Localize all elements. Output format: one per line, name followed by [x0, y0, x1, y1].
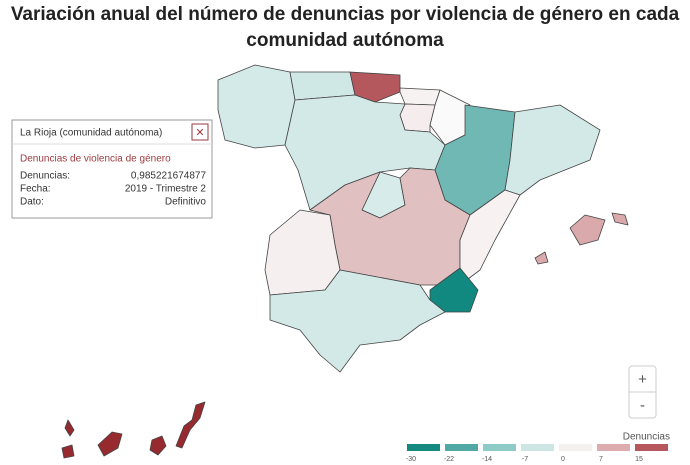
- region[interactable]: [217, 64, 296, 149]
- region[interactable]: [264, 209, 341, 296]
- tooltip-value: 0,985221674877: [131, 171, 207, 182]
- region[interactable]: [459, 189, 521, 286]
- legend-swatch: [635, 444, 668, 451]
- zoom-in[interactable]: +: [638, 371, 647, 388]
- legend-swatch: [483, 444, 516, 451]
- region[interactable]: [64, 419, 75, 437]
- tooltip: La Rioja (comunidad autónoma) ✕ Denuncia…: [11, 119, 213, 219]
- tooltip-label: Fecha:: [20, 184, 51, 195]
- tooltip-value: Definitivo: [165, 197, 207, 208]
- legend-swatch: [445, 444, 478, 451]
- region[interactable]: [569, 214, 606, 246]
- region[interactable]: [399, 103, 436, 133]
- legend-tick-label: -30: [406, 456, 416, 463]
- legend-title: Denuncias: [623, 432, 670, 443]
- close-icon[interactable]: ✕: [195, 127, 204, 139]
- close-button[interactable]: [191, 123, 209, 141]
- legend-tick-label: -7: [522, 456, 528, 463]
- region[interactable]: [504, 104, 601, 196]
- legend-tick-label: 15: [635, 456, 643, 463]
- legend-swatch: [559, 444, 592, 451]
- region[interactable]: [349, 71, 401, 103]
- zoom-controls: + -: [628, 365, 657, 419]
- tooltip-box: [11, 119, 213, 219]
- legend-tick-label: 0: [561, 456, 565, 463]
- legend-tick-label: -22: [444, 456, 454, 463]
- region[interactable]: [534, 251, 549, 265]
- tooltip-label: Denuncias:: [20, 171, 70, 182]
- legend-tick-label: -14: [482, 456, 492, 463]
- tooltip-subtitle: Denuncias de violencia de género: [20, 154, 171, 165]
- legend-swatch: [407, 444, 440, 451]
- zoom-out[interactable]: -: [640, 397, 645, 414]
- tooltip-label: Dato:: [20, 197, 44, 208]
- tooltip-title: La Rioja (comunidad autónoma): [20, 128, 162, 139]
- region[interactable]: [269, 269, 446, 373]
- region[interactable]: [61, 444, 75, 459]
- title: Variación anual del número de denuncias …: [10, 4, 680, 51]
- legend-tick-label: 7: [599, 456, 603, 463]
- legend-swatch: [597, 444, 630, 451]
- region[interactable]: [97, 431, 123, 457]
- region[interactable]: [399, 87, 441, 106]
- region[interactable]: [611, 212, 629, 226]
- legend-swatch: [521, 444, 554, 451]
- tooltip-value: 2019 - Trimestre 2: [125, 184, 207, 195]
- region[interactable]: [175, 401, 206, 449]
- region[interactable]: [149, 435, 167, 456]
- regions: [61, 64, 629, 459]
